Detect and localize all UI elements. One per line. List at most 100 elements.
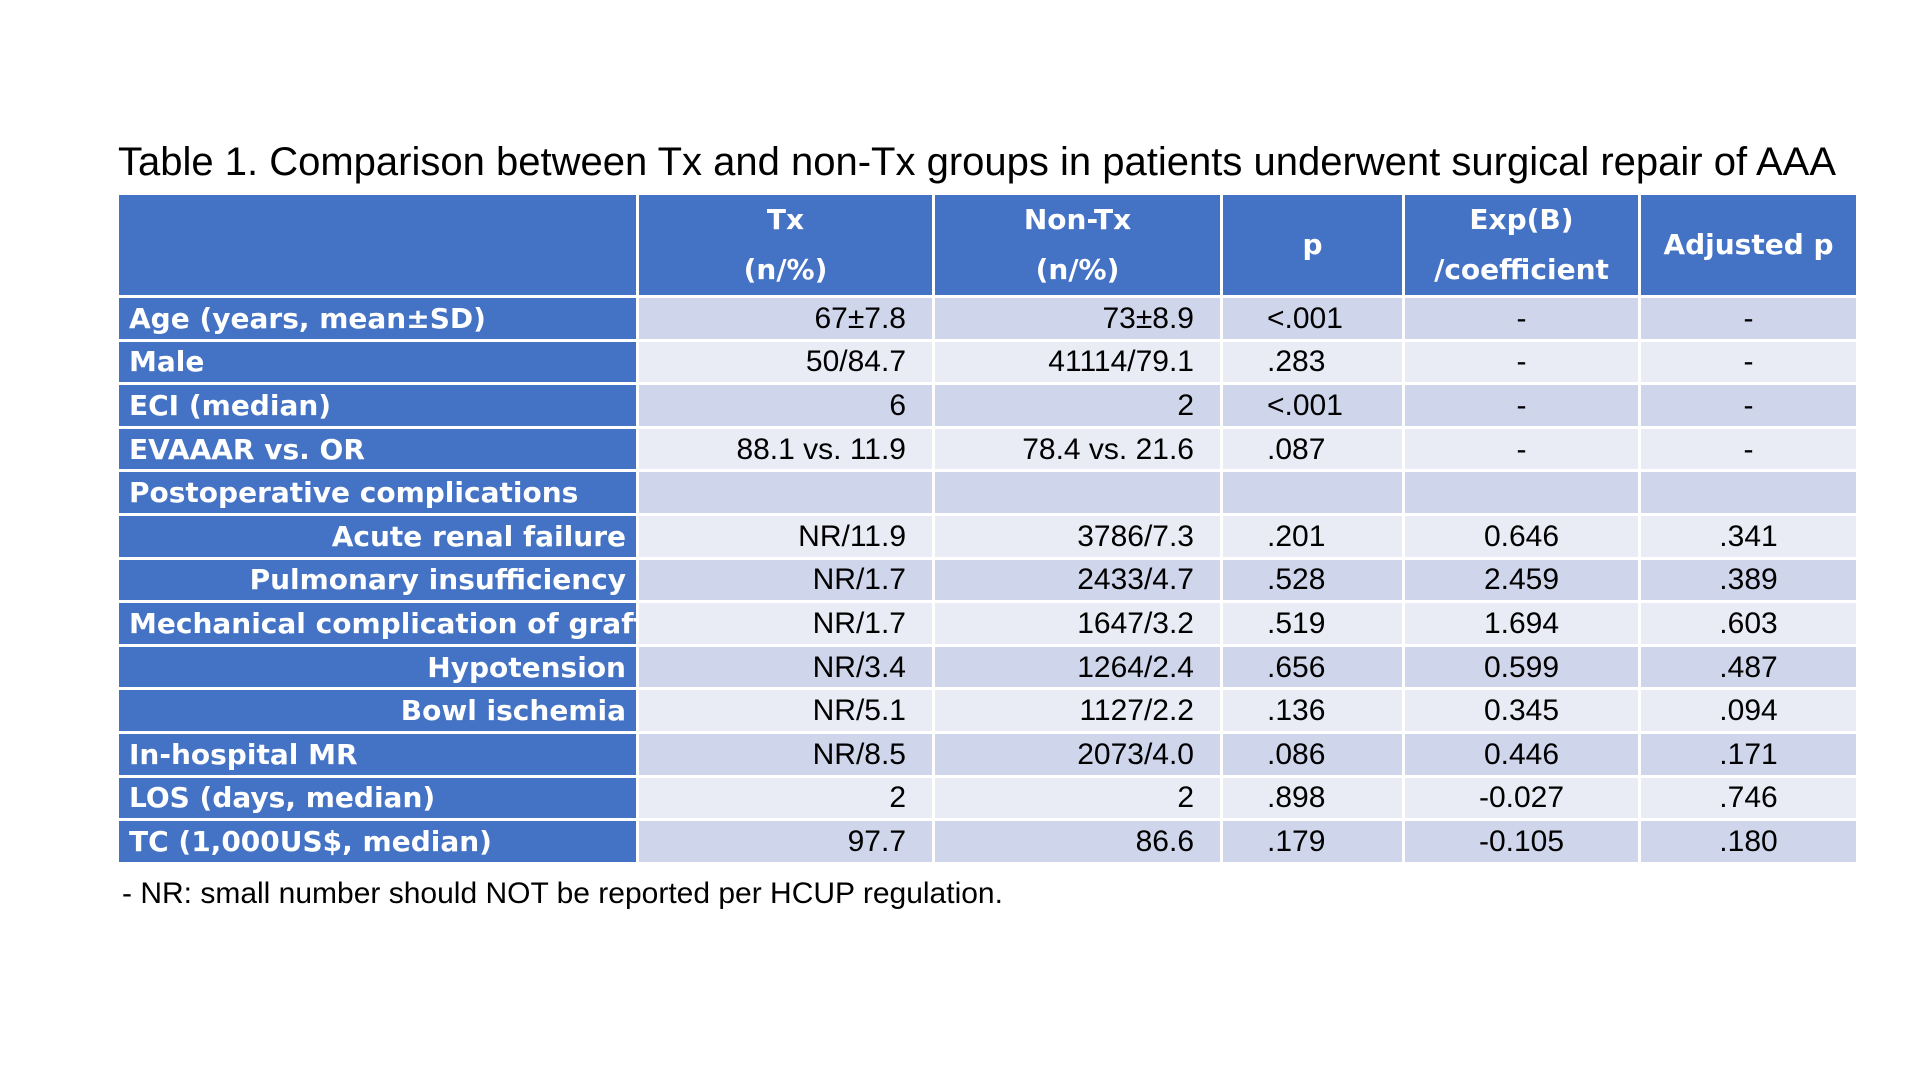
cell-p: .136 [1220,687,1405,734]
header-tx-line2: (n/%) [743,253,828,286]
cell-tx: NR/11.9 [636,512,935,560]
cell-p: .656 [1220,643,1405,691]
cell-tx: 50/84.7 [636,338,935,386]
table-row: Bowl ischemia NR/5.1 1127/2.2 .136 0.345… [116,687,1859,734]
cell-tx [636,469,935,516]
cell-tx: NR/3.4 [636,643,935,691]
table-row: Pulmonary insufficiency NR/1.7 2433/4.7 … [116,556,1859,604]
cell-expb: 1.694 [1402,600,1641,647]
cell-p: .086 [1220,730,1405,778]
cell-nontx: 1127/2.2 [932,687,1223,734]
table-row: EVAAAR vs. OR 88.1 vs. 11.9 78.4 vs. 21.… [116,425,1859,473]
header-cell-label [116,192,639,298]
cell-nontx: 2 [932,382,1223,429]
row-label: ECI (median) [116,382,639,429]
row-label: TC (1,000US$, median) [116,818,639,865]
cell-expb: 0.446 [1402,730,1641,778]
cell-p [1220,469,1405,516]
cell-nontx: 1264/2.4 [932,643,1223,691]
cell-tx: 2 [636,774,935,822]
cell-nontx: 86.6 [932,818,1223,865]
table-header: Tx (n/%) Non-Tx (n/%) p Exp(B) /coeffici… [116,192,1859,298]
cell-nontx: 73±8.9 [932,295,1223,342]
header-nontx-line2: (n/%) [1035,253,1120,286]
cell-p: .087 [1220,425,1405,473]
row-label: LOS (days, median) [116,774,639,822]
row-label: Pulmonary insufficiency [116,556,639,604]
cell-nontx: 41114/79.1 [932,338,1223,386]
cell-nontx: 2433/4.7 [932,556,1223,604]
cell-expb: - [1402,295,1641,342]
cell-adjusted-p [1638,469,1859,516]
table-row: Hypotension NR/3.4 1264/2.4 .656 0.599 .… [116,643,1859,691]
cell-adjusted-p: .171 [1638,730,1859,778]
table-row: Male 50/84.7 41114/79.1 .283 - - [116,338,1859,386]
cell-expb: - [1402,382,1641,429]
header-expb-line2: /coefficient [1434,253,1609,286]
header-cell-adjusted-p: Adjusted p [1638,192,1859,298]
cell-adjusted-p: .341 [1638,512,1859,560]
cell-tx: 67±7.8 [636,295,935,342]
cell-p: .283 [1220,338,1405,386]
cell-expb: 0.345 [1402,687,1641,734]
cell-nontx: 2 [932,774,1223,822]
cell-adjusted-p: .389 [1638,556,1859,604]
header-nontx-line1: Non-Tx [1023,203,1132,236]
cell-adjusted-p: .180 [1638,818,1859,865]
cell-nontx: 78.4 vs. 21.6 [932,425,1223,473]
cell-p: .519 [1220,600,1405,647]
cell-adjusted-p: .094 [1638,687,1859,734]
row-label: Acute renal failure [116,512,639,560]
cell-expb: 0.599 [1402,643,1641,691]
cell-p: <.001 [1220,295,1405,342]
cell-p: .201 [1220,512,1405,560]
row-label: Age (years, mean±SD) [116,295,639,342]
table-row-section-header: Postoperative complications [116,469,1859,516]
cell-adjusted-p: - [1638,338,1859,386]
table-row: ECI (median) 6 2 <.001 - - [116,382,1859,429]
cell-adjusted-p: .603 [1638,600,1859,647]
cell-adjusted-p: .487 [1638,643,1859,691]
cell-tx: 6 [636,382,935,429]
cell-nontx: 1647/3.2 [932,600,1223,647]
cell-tx: NR/8.5 [636,730,935,778]
cell-p: .528 [1220,556,1405,604]
row-label: Male [116,338,639,386]
cell-nontx: 2073/4.0 [932,730,1223,778]
row-label: Bowl ischemia [116,687,639,734]
cell-adjusted-p: - [1638,295,1859,342]
cell-nontx: 3786/7.3 [932,512,1223,560]
table-row: LOS (days, median) 2 2 .898 -0.027 .746 [116,774,1859,822]
cell-expb: 0.646 [1402,512,1641,560]
row-label: Postoperative complications [116,469,639,516]
cell-adjusted-p: - [1638,382,1859,429]
cell-expb: - [1402,338,1641,386]
row-label: Mechanical complication of graft [116,600,639,647]
cell-adjusted-p: - [1638,425,1859,473]
cell-expb: -0.027 [1402,774,1641,822]
cell-tx: NR/1.7 [636,556,935,604]
table-title: Table 1. Comparison between Tx and non-T… [118,140,1837,184]
row-label: Hypotension [116,643,639,691]
comparison-table-container: Tx (n/%) Non-Tx (n/%) p Exp(B) /coeffici… [116,192,1859,865]
comparison-table: Tx (n/%) Non-Tx (n/%) p Exp(B) /coeffici… [116,192,1859,865]
table-footnote: - NR: small number should NOT be reporte… [122,877,1003,910]
cell-expb [1402,469,1641,516]
row-label: EVAAAR vs. OR [116,425,639,473]
header-cell-nontx: Non-Tx (n/%) [932,192,1223,298]
table-row: TC (1,000US$, median) 97.7 86.6 .179 -0.… [116,818,1859,865]
header-cell-p: p [1220,192,1405,298]
header-cell-expb: Exp(B) /coefficient [1402,192,1641,298]
table-row: Mechanical complication of graft NR/1.7 … [116,600,1859,647]
header-expb-line1: Exp(B) [1469,203,1574,236]
cell-tx: NR/1.7 [636,600,935,647]
header-tx-line1: Tx [766,203,805,236]
cell-tx: 97.7 [636,818,935,865]
table-row: Acute renal failure NR/11.9 3786/7.3 .20… [116,512,1859,560]
cell-adjusted-p: .746 [1638,774,1859,822]
cell-p: .179 [1220,818,1405,865]
cell-tx: 88.1 vs. 11.9 [636,425,935,473]
cell-expb: - [1402,425,1641,473]
cell-tx: NR/5.1 [636,687,935,734]
table-row: In-hospital MR NR/8.5 2073/4.0 .086 0.44… [116,730,1859,778]
